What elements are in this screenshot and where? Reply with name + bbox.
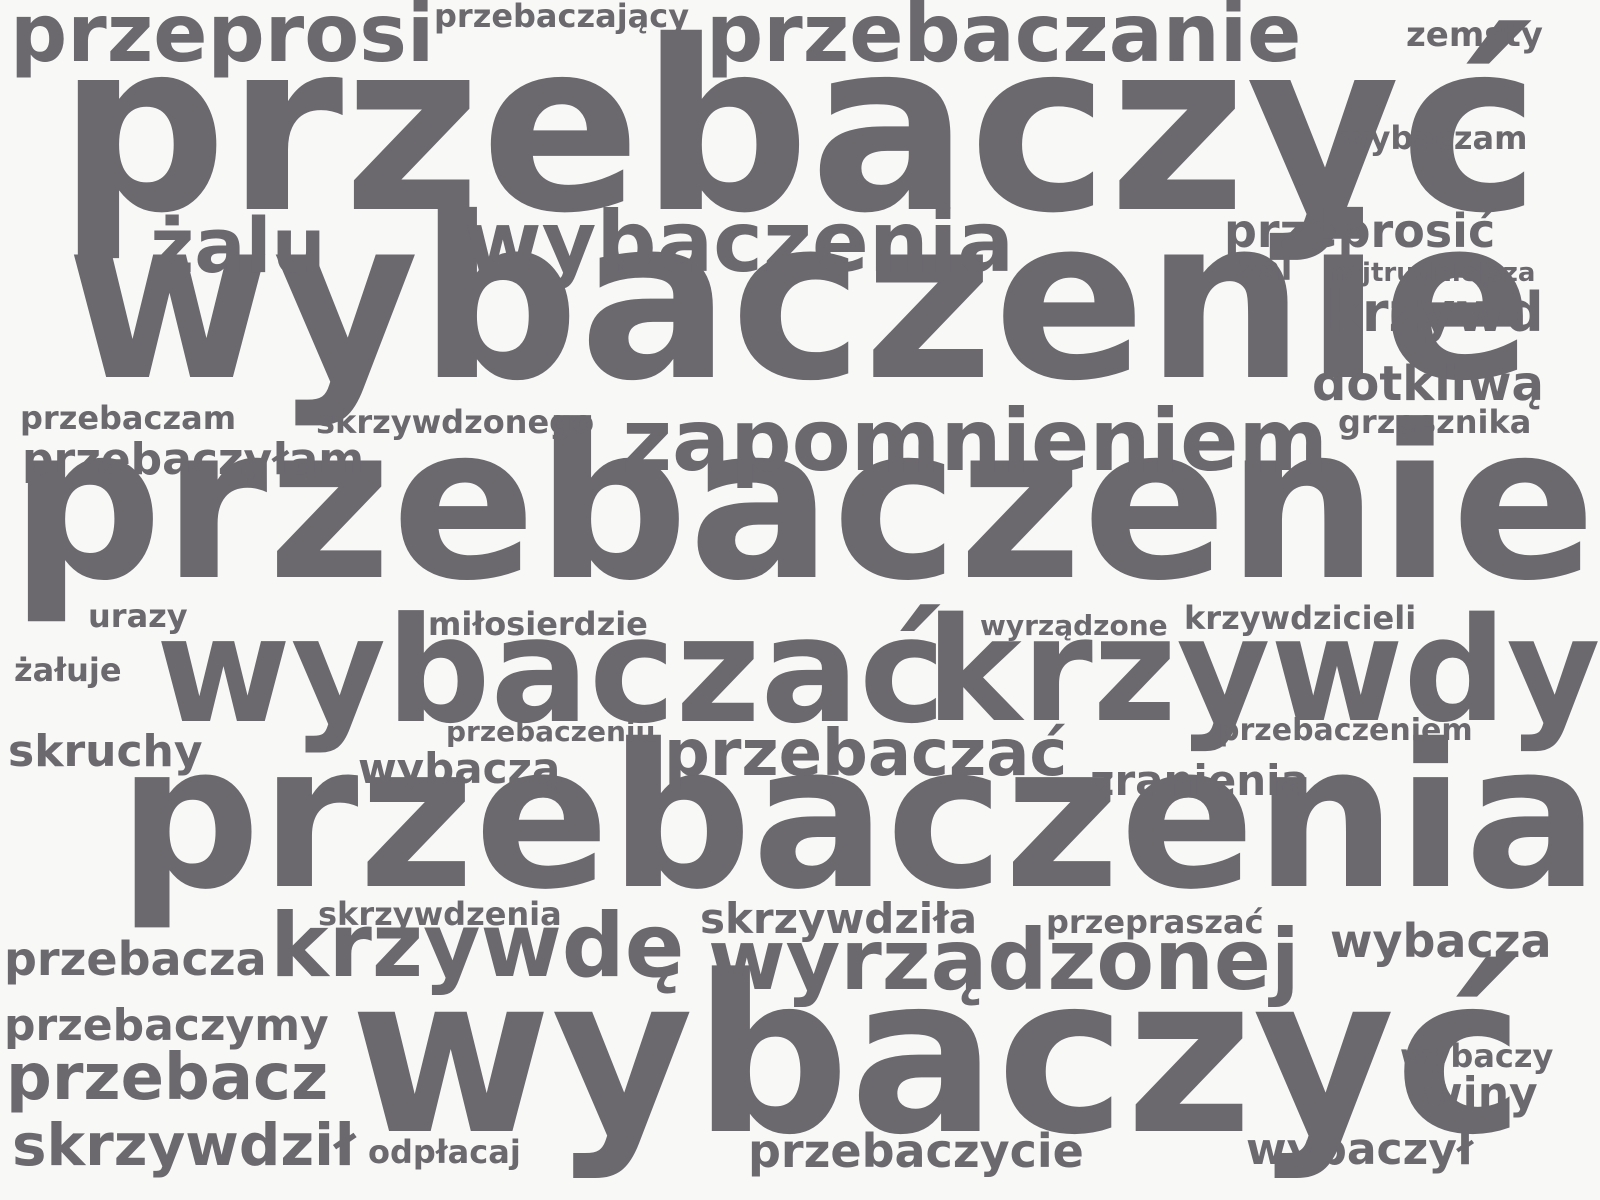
word-skrzywdzenia: skrzywdzenia [318, 895, 562, 933]
word-przebaczyc: przebaczyć [58, 0, 1540, 265]
word-krzywde: krzywdę [270, 894, 685, 997]
word-przebacza: przebacza [4, 932, 267, 986]
word-krzywdzicieli: krzywdzicieli [1184, 599, 1417, 637]
word-przebacz: przebacz [6, 1041, 329, 1115]
word-urazy: urazy [88, 597, 188, 635]
word-wybaczac: wybaczać [156, 586, 946, 756]
word-zemsty: zemsty [1406, 15, 1543, 55]
word-przebaczenia: przebaczenia [118, 701, 1600, 933]
word-przebaczeniu: przebaczeniu [446, 715, 656, 748]
word-najtrudniejsza: najtrudniejsza [1326, 258, 1536, 288]
word-zapomnieniem: zapomnieniem [622, 391, 1329, 491]
word-krzywdy: krzywdy [926, 586, 1600, 754]
word-skruchy: skruchy [8, 726, 203, 777]
word-wyrzadzone: wyrządzone [980, 609, 1168, 642]
word-przebaczeniem: przebaczeniem [1218, 713, 1473, 748]
word-wybaczyl: wybaczył [1246, 1124, 1474, 1175]
word-odplacaj: odpłacaj [368, 1133, 521, 1171]
word-wybaczy: wybaczy [1400, 1037, 1554, 1075]
word-skrzywdzonego: skrzywdzonego [316, 403, 595, 441]
word-przeprosi: przeprosi [10, 0, 435, 80]
word-przebaczajac: przebaczający [434, 0, 690, 35]
word-milosierdzie: miłosierdzie [428, 605, 648, 643]
word-krzywd: krzywd [1326, 281, 1544, 344]
word-przepraszac: przepraszać [1046, 903, 1264, 941]
word-przebaczac: przebaczać [664, 717, 1068, 791]
word-zalu: żalu [150, 201, 326, 290]
word-skrzywdzila: skrzywdziła [700, 894, 978, 943]
word-wybaczenia: wybaczenia [464, 193, 1015, 291]
word-skrzywdzil: skrzywdził [12, 1111, 356, 1179]
word-grzesznika: grzesznika [1338, 403, 1532, 441]
word-przebaczanie: przebaczanie [706, 0, 1302, 80]
word-przebaczycie: przebaczycie [748, 1124, 1084, 1178]
word-wybacza-plural: wybaczą [358, 744, 561, 793]
word-wybacza: wybacza [1330, 914, 1552, 968]
word-przebaczymy: przebaczymy [4, 1000, 329, 1051]
word-zal: żal [1238, 249, 1293, 289]
word-dotkliwa: dotkliwą [1312, 356, 1544, 412]
word-przebaczam: przebaczam [20, 399, 237, 437]
word-wyrzadzonej: wyrządzonej [708, 911, 1300, 1009]
word-wybaczam: wybaczam [1340, 119, 1528, 157]
word-winy: winy [1422, 1068, 1538, 1119]
word-wybaczyc: wybaczyć [350, 930, 1525, 1183]
word-wybaczenie: wybaczenie [66, 169, 1534, 430]
word-przebaczylam: przebaczyłam [22, 434, 365, 485]
word-przebaczenie: przebaczenie [10, 380, 1596, 628]
word-zranienia: zranienia [1090, 756, 1309, 805]
word-zaluje: żałuje [14, 651, 122, 689]
word-przeprosic: przeprosić [1224, 204, 1496, 258]
